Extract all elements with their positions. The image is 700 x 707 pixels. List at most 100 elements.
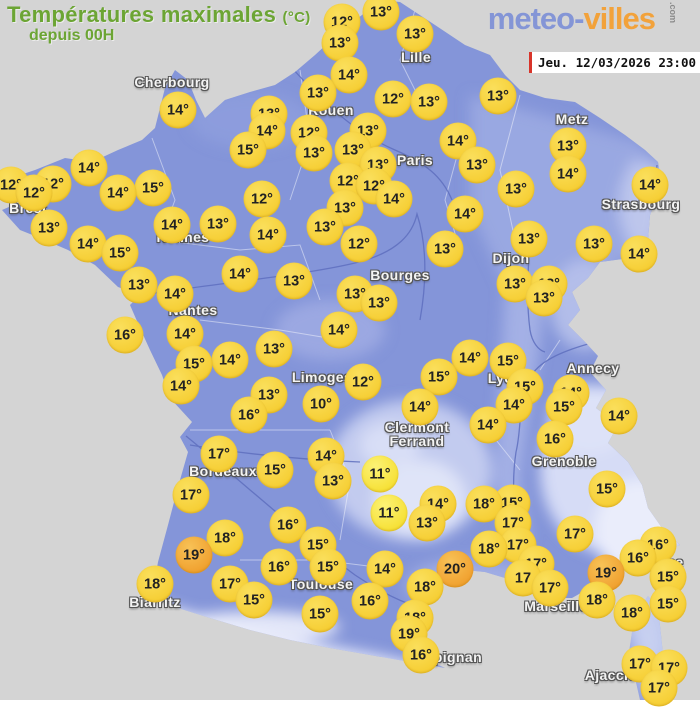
temp-bubble: 13°: [314, 462, 352, 500]
temp-bubble: 18°: [406, 568, 444, 606]
temp-bubble: 13°: [510, 220, 548, 258]
logo-part-villes: villes: [583, 1, 656, 36]
temp-bubble: 14°: [211, 341, 249, 379]
temp-bubble: 15°: [649, 585, 687, 623]
temp-bubble: 14°: [156, 275, 194, 313]
temp-bubble: 15°: [256, 451, 294, 489]
temp-bubble: 14°: [162, 367, 200, 405]
temp-bubble: 14°: [620, 235, 658, 273]
temp-bubble: 17°: [200, 435, 238, 473]
temp-bubble: 14°: [70, 149, 108, 187]
temp-bubble: 18°: [136, 565, 174, 603]
temp-bubble: 13°: [479, 77, 517, 115]
temp-bubble: 14°: [366, 550, 404, 588]
temp-bubble: 15°: [101, 234, 139, 272]
temp-bubble: 14°: [330, 56, 368, 94]
temp-bubble: 13°: [299, 74, 337, 112]
temp-bubble: 14°: [600, 397, 638, 435]
temp-bubble: 14°: [221, 255, 259, 293]
temp-bubble: 14°: [439, 122, 477, 160]
temp-bubble: 11°: [361, 455, 399, 493]
temp-bubble: 13°: [362, 0, 400, 31]
city-label: Cherbourg: [134, 74, 210, 90]
temp-bubble: 17°: [531, 569, 569, 607]
title-unit: (°C): [282, 9, 311, 26]
temp-bubble: 14°: [248, 112, 286, 150]
temp-bubble: 16°: [402, 636, 440, 674]
temp-bubble: 14°: [446, 195, 484, 233]
temp-bubble: 17°: [640, 669, 678, 707]
temp-bubble: 14°: [549, 155, 587, 193]
city-label: Annecy: [566, 360, 620, 376]
temp-bubble: 14°: [249, 216, 287, 254]
temp-bubble: 15°: [229, 131, 267, 169]
city-label: Bourges: [370, 267, 430, 283]
city-label: Metz: [555, 111, 589, 127]
temp-bubble: 12°: [15, 174, 53, 212]
temp-bubble: 13°: [360, 284, 398, 322]
city-label: Paris: [396, 152, 434, 168]
temp-bubble: 13°: [575, 225, 613, 263]
temp-bubble: 15°: [588, 470, 626, 508]
temp-bubble: 13°: [525, 279, 563, 317]
city-label: Limoges: [291, 369, 353, 385]
logo-part-meteo: meteo-: [487, 1, 585, 36]
temp-bubble: 10°: [302, 385, 340, 423]
temp-bubble: 15°: [235, 581, 273, 619]
temp-bubble: 11°: [370, 494, 408, 532]
temp-bubble: 16°: [351, 582, 389, 620]
city-label: Grenoble: [531, 453, 597, 469]
logo-tld: .com: [668, 2, 678, 24]
temp-bubble: 18°: [206, 519, 244, 557]
temp-bubble: 13°: [336, 275, 374, 313]
temp-bubble: 13°: [275, 262, 313, 300]
temp-bubble: 13°: [408, 504, 446, 542]
temp-bubble: 18°: [613, 594, 651, 632]
temp-bubble: 16°: [260, 548, 298, 586]
temp-bubble: 14°: [631, 166, 669, 204]
temp-bubble: 13°: [458, 146, 496, 184]
temp-bubble: 14°: [375, 180, 413, 218]
temp-bubble: 12°: [340, 225, 378, 263]
page-subtitle: depuis 00H: [29, 27, 115, 44]
temp-bubble: 14°: [451, 339, 489, 377]
temp-bubble: 13°: [497, 170, 535, 208]
temp-bubble: 13°: [199, 205, 237, 243]
temp-bubble: 14°: [401, 388, 439, 426]
temp-bubble: 18°: [578, 581, 616, 619]
temp-bubble: 18°: [470, 530, 508, 568]
temp-bubble: 14°: [153, 206, 191, 244]
page-title: Températures maximales (°C): [7, 2, 311, 28]
temp-bubble: 13°: [410, 83, 448, 121]
temp-bubble: 13°: [30, 209, 68, 247]
timestamp-badge: Jeu. 12/03/2026 23:00: [528, 52, 700, 73]
temp-bubble: 17°: [172, 476, 210, 514]
temp-bubble: 13°: [306, 208, 344, 246]
temp-bubble: 14°: [320, 311, 358, 349]
temp-bubble: 12°: [243, 180, 281, 218]
temp-bubble: 12°: [374, 80, 412, 118]
temp-bubble: 17°: [556, 515, 594, 553]
temp-bubble: 13°: [255, 330, 293, 368]
temp-bubble: 14°: [99, 174, 137, 212]
site-logo[interactable]: meteo-villes .com: [488, 2, 690, 36]
temp-bubble: 15°: [309, 548, 347, 586]
temp-bubble: 14°: [159, 91, 197, 129]
temp-bubble: 15°: [301, 595, 339, 633]
temp-bubble: 13°: [396, 15, 434, 53]
temp-bubble: 14°: [69, 225, 107, 263]
temp-bubble: 13°: [120, 266, 158, 304]
temp-bubble: 12°: [344, 363, 382, 401]
temp-bubble: 13°: [426, 230, 464, 268]
title-text: Températures maximales: [7, 2, 277, 27]
temp-bubble: 14°: [469, 406, 507, 444]
temp-bubble: 13°: [295, 134, 333, 172]
temp-bubble: 15°: [545, 388, 583, 426]
temp-bubble: 16°: [536, 420, 574, 458]
temp-bubble: 16°: [230, 396, 268, 434]
temp-bubble: 13°: [321, 24, 359, 62]
temp-bubble: 16°: [106, 316, 144, 354]
temp-bubble: 15°: [134, 169, 172, 207]
